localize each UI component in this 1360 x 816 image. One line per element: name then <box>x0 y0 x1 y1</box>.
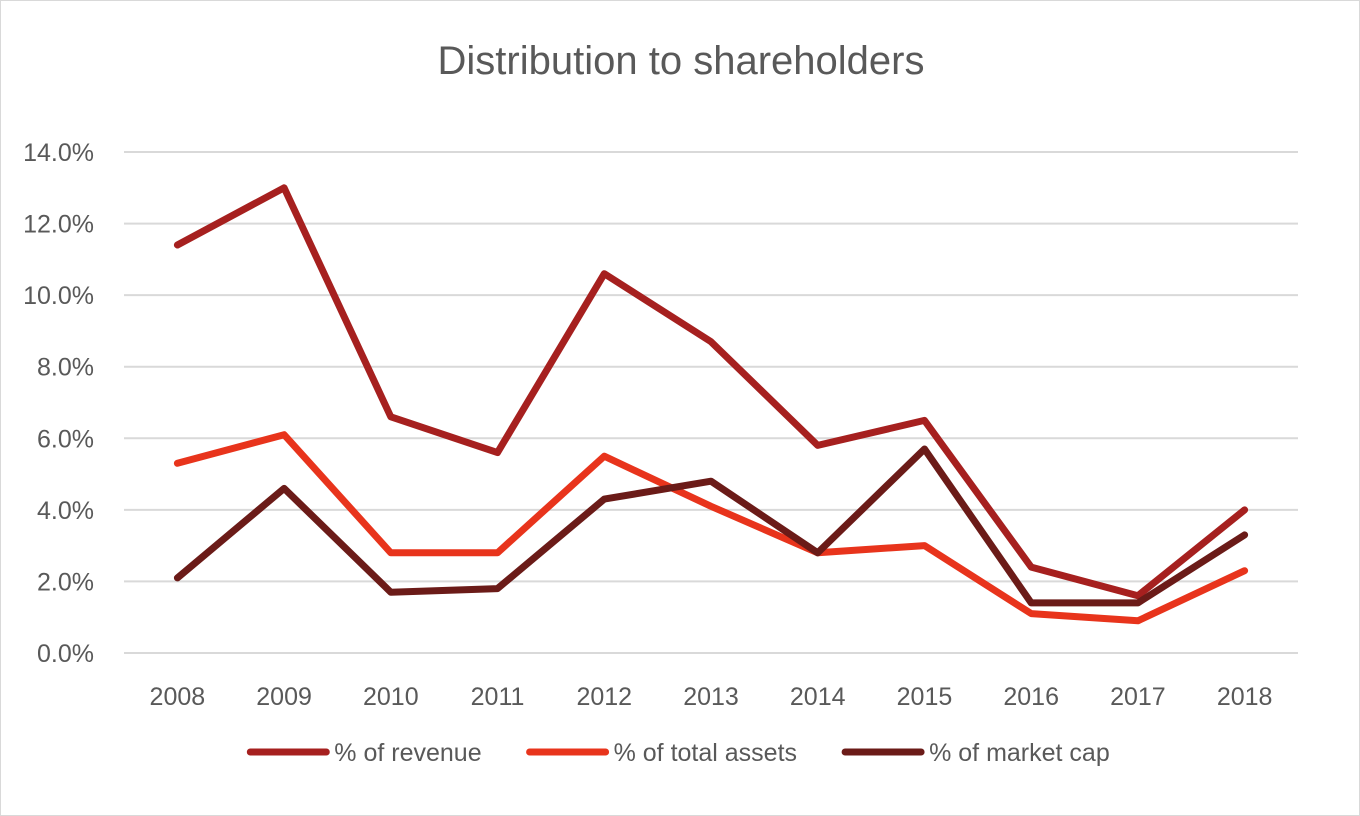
x-tick-label: 2015 <box>897 683 953 711</box>
y-axis-tick-labels: 0.0% 2.0% 4.0% 6.0% 8.0% 10.0% 12.0% 14.0% <box>23 139 94 668</box>
x-axis-tick-labels: 2008 2009 2010 2011 2012 2013 2014 2015 2016 2017… <box>150 683 1273 711</box>
legend-label: % of market cap <box>929 739 1110 767</box>
y-tick-label: 8.0% <box>37 354 94 382</box>
series-line <box>173 184 1249 600</box>
x-tick-label: 2011 <box>471 683 525 711</box>
series-lines <box>173 184 1249 625</box>
y-tick-label: 0.0% <box>37 640 94 668</box>
y-tick-label: 6.0% <box>37 425 94 453</box>
x-tick-label: 2018 <box>1217 683 1273 711</box>
y-tick-label: 10.0% <box>23 282 94 310</box>
y-tick-label: 2.0% <box>37 568 94 596</box>
chart-title: Distribution to shareholders <box>437 39 925 83</box>
legend-label: % of total assets <box>614 739 797 767</box>
x-tick-label: 2013 <box>683 683 739 711</box>
x-tick-label: 2014 <box>790 683 846 711</box>
x-tick-label: 2009 <box>256 683 312 711</box>
legend: % of revenue % of total assets % of market… <box>246 739 1110 767</box>
x-tick-label: 2017 <box>1110 683 1166 711</box>
legend-item: % of market cap <box>841 739 1110 767</box>
legend-item: % of total assets <box>526 739 797 767</box>
y-tick-label: 4.0% <box>37 497 94 525</box>
x-tick-label: 2008 <box>150 683 206 711</box>
y-tick-label: 12.0% <box>23 211 94 239</box>
x-tick-label: 2016 <box>1003 683 1059 711</box>
legend-item: % of revenue <box>246 739 482 767</box>
legend-label: % of revenue <box>334 739 481 767</box>
series-line <box>173 431 1249 625</box>
y-tick-label: 14.0% <box>23 139 94 167</box>
x-tick-label: 2012 <box>576 683 632 711</box>
x-tick-label: 2010 <box>363 683 419 711</box>
series-line <box>173 445 1249 607</box>
